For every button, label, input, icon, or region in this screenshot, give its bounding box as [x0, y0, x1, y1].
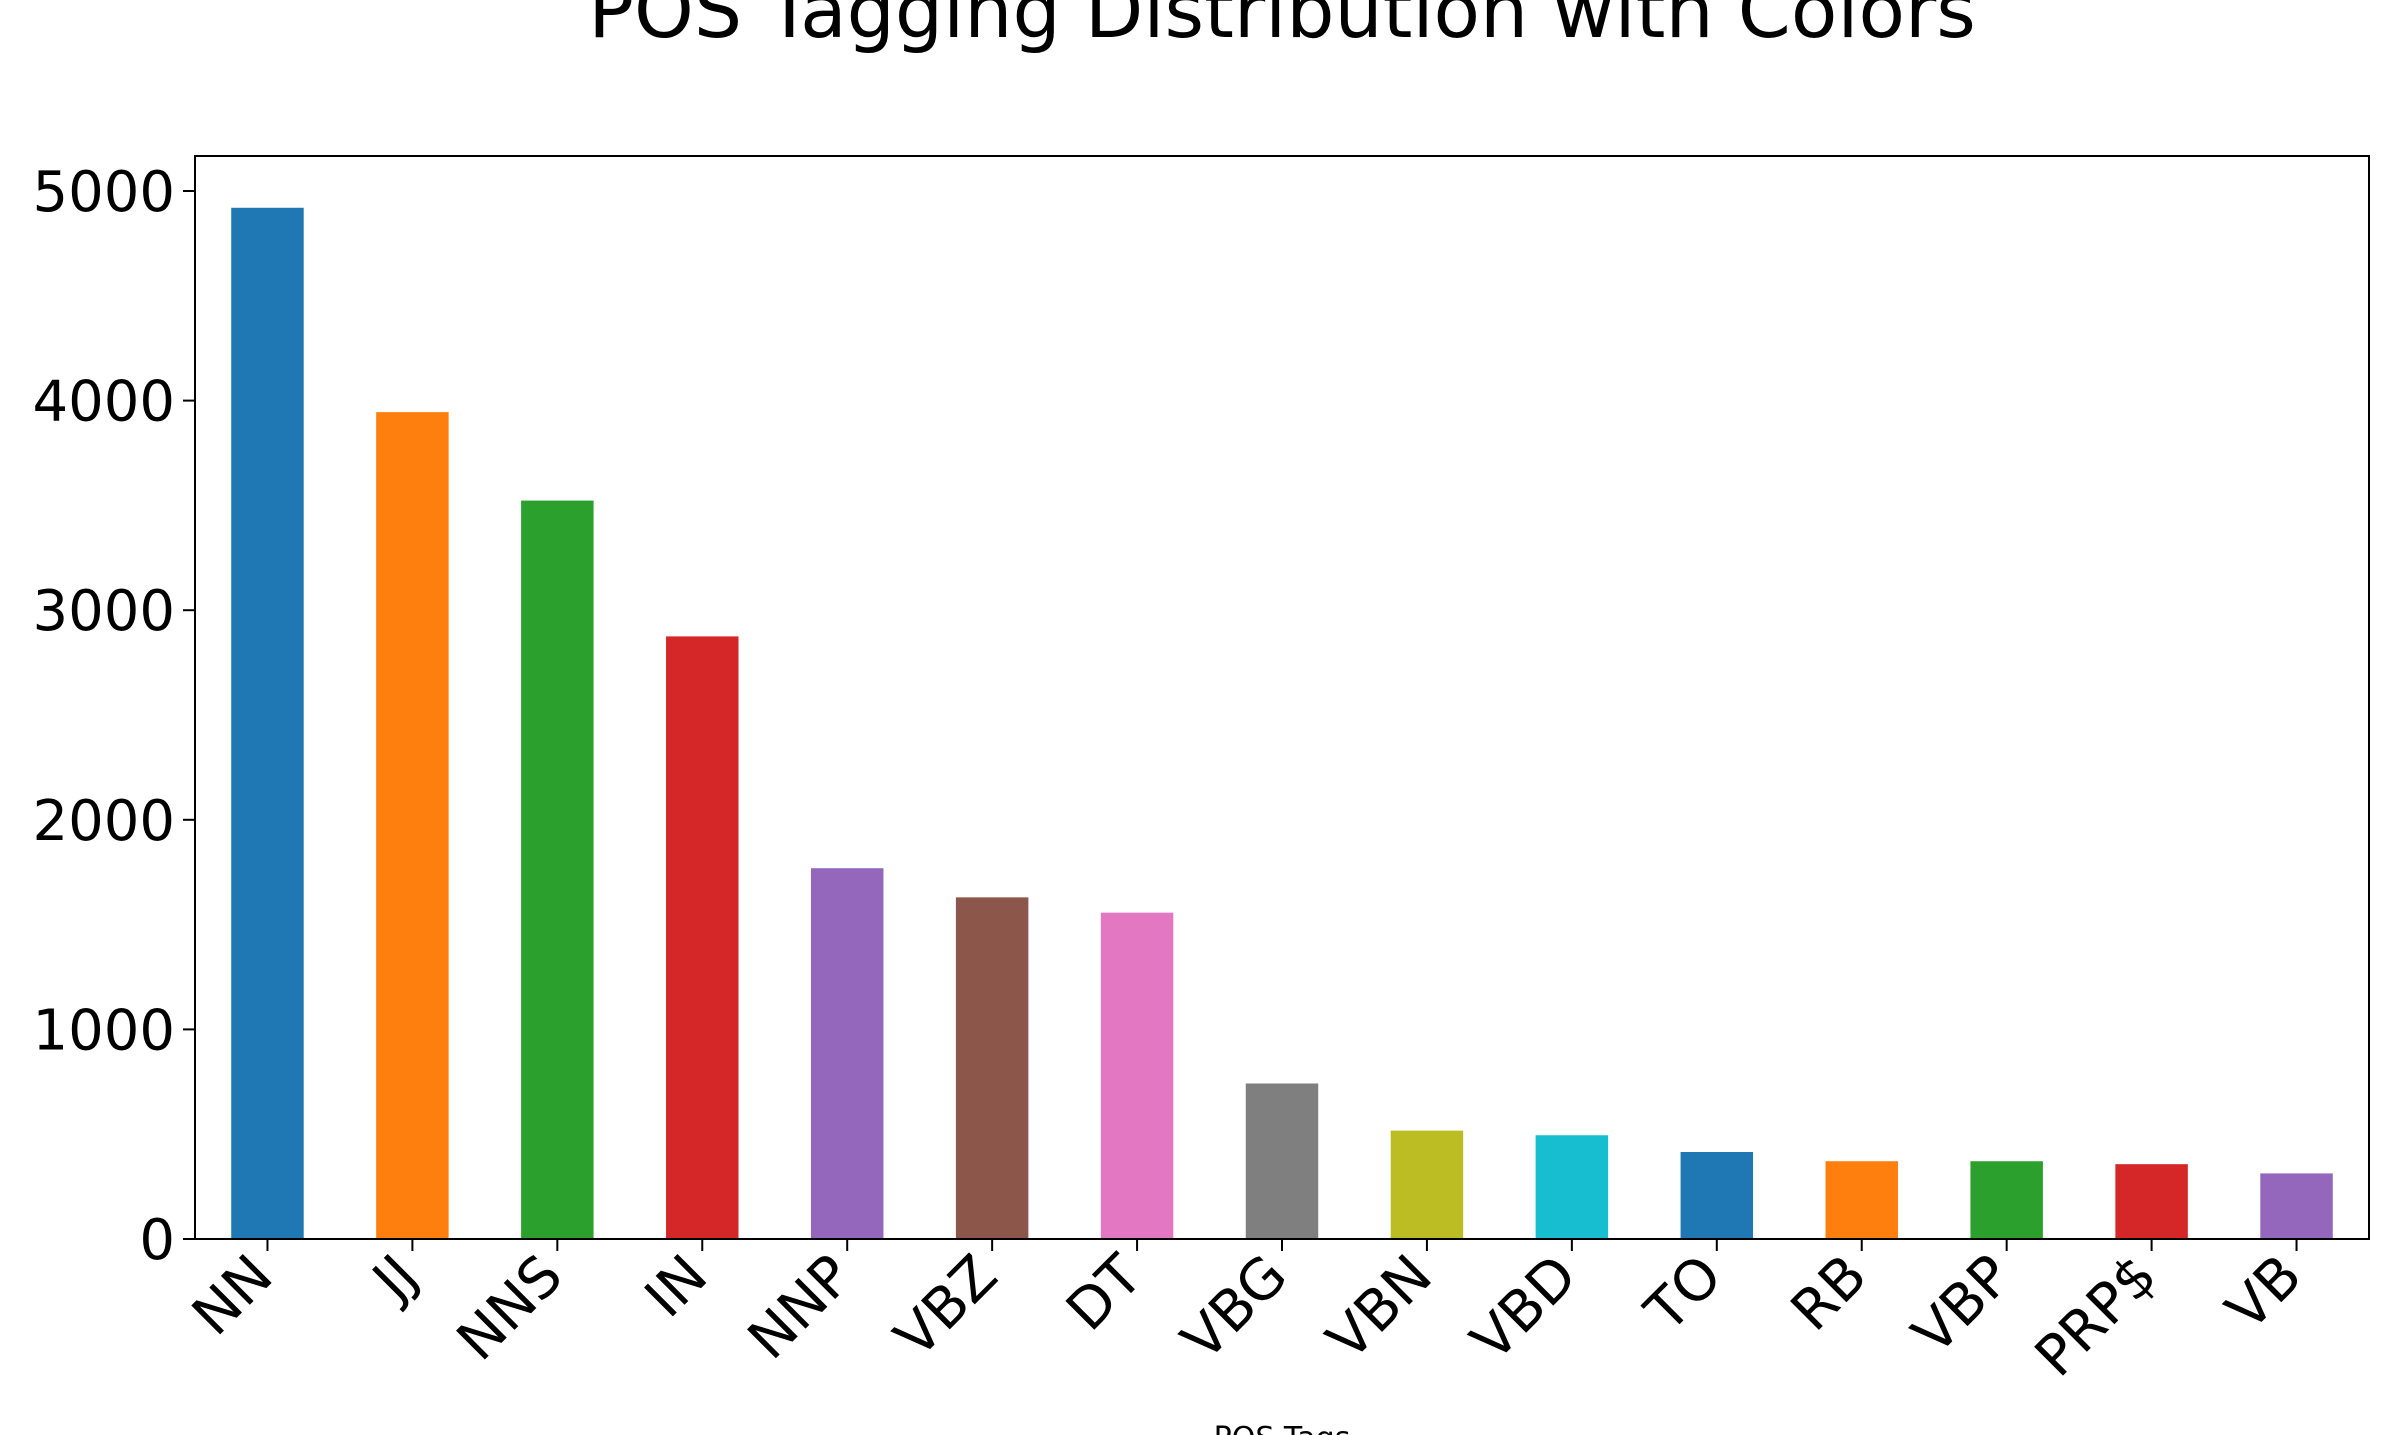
- x-tick-label: TO: [1633, 1243, 1735, 1345]
- bar: [2115, 1164, 2188, 1239]
- x-tick-label: NN: [180, 1243, 285, 1348]
- x-tick-label: DT: [1054, 1242, 1155, 1343]
- x-tick-label: NNS: [445, 1243, 575, 1373]
- bar: [666, 636, 739, 1239]
- x-tick-label: RB: [1779, 1243, 1880, 1344]
- x-tick-label: VB: [2214, 1243, 2314, 1343]
- bar: [521, 500, 594, 1239]
- x-tick-label: VBN: [1315, 1243, 1445, 1373]
- bar: [955, 897, 1029, 1239]
- y-tick-label: 2000: [32, 789, 175, 854]
- bar: [2260, 1173, 2333, 1239]
- x-tick-label: VBD: [1459, 1243, 1590, 1374]
- x-tick-label: VBG: [1170, 1243, 1300, 1373]
- bar: [1245, 1083, 1319, 1239]
- x-tick-label: VBP: [1900, 1243, 2024, 1367]
- y-tick-label: 1000: [32, 998, 175, 1063]
- y-tick-label: 3000: [32, 579, 175, 644]
- x-tick-label: PRP$: [2023, 1243, 2169, 1389]
- y-tick-label: 0: [139, 1208, 175, 1273]
- bar: [376, 412, 449, 1239]
- plot-frame: [194, 155, 2370, 1240]
- x-axis-label: POS Tags: [1214, 1421, 1351, 1435]
- bar: [231, 207, 304, 1240]
- x-tick-label: JJ: [359, 1243, 430, 1314]
- bar: [1535, 1135, 1609, 1239]
- x-tick-label: IN: [633, 1243, 720, 1330]
- bar: [1680, 1152, 1754, 1239]
- x-tick-label: VBZ: [883, 1243, 1010, 1370]
- bar: [1390, 1130, 1464, 1239]
- bar: [1970, 1161, 2043, 1239]
- y-tick-label: 4000: [32, 370, 175, 435]
- bar: [1825, 1161, 1898, 1239]
- bar: [810, 868, 884, 1239]
- x-tick-label: NNP: [736, 1243, 865, 1372]
- chart-title: POS Tagging Distribution with Colors: [588, 0, 1976, 55]
- bar: [1100, 912, 1174, 1239]
- y-tick-label: 5000: [32, 160, 175, 225]
